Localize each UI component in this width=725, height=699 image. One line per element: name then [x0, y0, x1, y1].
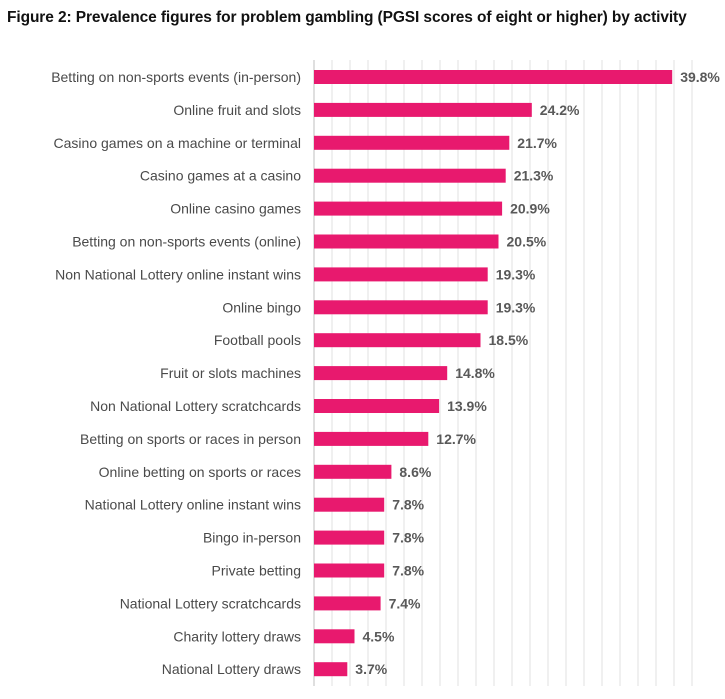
category-label: Casino games on a machine or terminal	[54, 135, 301, 151]
data-label: 19.3%	[496, 266, 536, 282]
data-label: 21.3%	[514, 168, 554, 184]
bar	[314, 234, 499, 249]
bar	[314, 464, 392, 479]
data-label: 21.7%	[517, 135, 557, 151]
bar	[314, 399, 440, 413]
bar	[314, 267, 488, 282]
category-label: Casino games at a casino	[140, 168, 301, 184]
bar	[314, 168, 506, 183]
data-label: 7.8%	[392, 530, 424, 546]
category-label: Non National Lottery scratchcards	[90, 398, 301, 414]
bar	[314, 333, 481, 348]
data-label: 12.7%	[436, 431, 476, 447]
category-label: Fruit or slots machines	[160, 365, 301, 381]
category-label: National Lottery scratchcards	[120, 595, 301, 611]
category-label: Online fruit and slots	[173, 102, 301, 118]
category-label: Private betting	[212, 563, 302, 579]
data-label: 19.3%	[496, 299, 536, 315]
category-label: Betting on non-sports events (online)	[72, 234, 301, 250]
bar	[314, 662, 348, 677]
bar	[314, 300, 488, 315]
category-label: Online betting on sports or races	[99, 464, 301, 480]
bar	[314, 135, 510, 150]
category-label: Bingo in-person	[203, 530, 301, 546]
data-label: 7.8%	[392, 497, 424, 513]
data-label: 20.9%	[510, 201, 550, 217]
category-label: Charity lottery draws	[173, 628, 301, 644]
data-label: 7.4%	[389, 595, 421, 611]
data-label: 7.8%	[392, 563, 424, 579]
bar	[314, 629, 355, 644]
data-label: 24.2%	[540, 102, 580, 118]
data-label: 3.7%	[355, 661, 387, 677]
data-label: 8.6%	[399, 464, 431, 480]
category-label: National Lottery draws	[162, 661, 301, 677]
category-label: Betting on sports or races in person	[80, 431, 301, 447]
category-label: Football pools	[214, 332, 301, 348]
category-label: Non National Lottery online instant wins	[55, 266, 301, 282]
bar	[314, 102, 532, 117]
chart-title: Figure 2: Prevalence figures for problem…	[7, 9, 687, 26]
data-label: 20.5%	[507, 234, 547, 250]
bars	[314, 70, 673, 677]
bar	[314, 530, 385, 545]
category-label: National Lottery online instant wins	[85, 497, 301, 513]
category-label: Online bingo	[222, 299, 301, 315]
bar	[314, 70, 673, 84]
data-label: 4.5%	[363, 628, 395, 644]
category-label: Online casino games	[170, 201, 301, 217]
bar	[314, 563, 385, 578]
bar	[314, 366, 448, 381]
data-label: 18.5%	[489, 332, 529, 348]
data-label: 39.8%	[680, 69, 720, 85]
bar	[314, 596, 381, 611]
data-label: 13.9%	[447, 398, 487, 414]
bar	[314, 431, 429, 446]
data-label: 14.8%	[455, 365, 495, 381]
labels: Betting on non-sports events (in-person)…	[51, 69, 720, 677]
category-label: Betting on non-sports events (in-person)	[51, 69, 301, 85]
bar	[314, 201, 503, 216]
bar	[314, 497, 385, 512]
